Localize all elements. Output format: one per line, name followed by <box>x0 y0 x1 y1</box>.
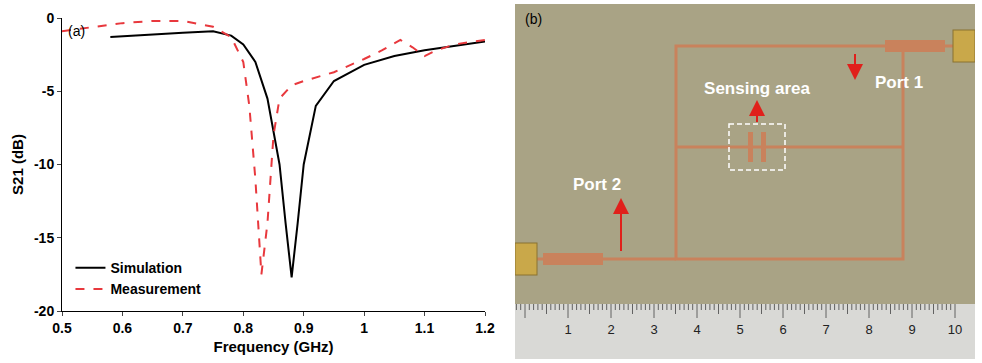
svg-text:0.8: 0.8 <box>234 320 254 336</box>
svg-text:Port 2: Port 2 <box>573 175 621 194</box>
svg-text:S21 (dB): S21 (dB) <box>9 134 26 195</box>
svg-text:8: 8 <box>865 322 872 337</box>
svg-text:(a): (a) <box>68 23 85 39</box>
svg-text:4: 4 <box>693 322 700 337</box>
svg-text:0.7: 0.7 <box>173 320 193 336</box>
svg-text:Port 1: Port 1 <box>875 73 923 92</box>
svg-text:6: 6 <box>779 322 786 337</box>
svg-text:Frequency (GHz): Frequency (GHz) <box>213 338 333 355</box>
svg-text:0: 0 <box>46 10 54 26</box>
svg-text:5: 5 <box>736 322 743 337</box>
svg-text:9: 9 <box>908 322 915 337</box>
svg-text:0.9: 0.9 <box>294 320 314 336</box>
svg-text:Simulation: Simulation <box>110 260 182 276</box>
svg-text:0.6: 0.6 <box>113 320 133 336</box>
svg-text:1: 1 <box>360 320 368 336</box>
svg-text:2: 2 <box>607 322 614 337</box>
svg-text:-15: -15 <box>34 230 54 246</box>
svg-text:1.1: 1.1 <box>415 320 435 336</box>
svg-text:7: 7 <box>822 322 829 337</box>
svg-text:-10: -10 <box>34 156 54 172</box>
svg-text:-20: -20 <box>34 303 54 319</box>
svg-text:0.5: 0.5 <box>52 320 72 336</box>
svg-text:Sensing area: Sensing area <box>704 79 810 98</box>
svg-text:(b): (b) <box>525 11 542 27</box>
svg-text:1.2: 1.2 <box>475 320 495 336</box>
svg-text:10: 10 <box>948 322 962 337</box>
svg-text:3: 3 <box>650 322 657 337</box>
svg-text:Measurement: Measurement <box>110 281 201 297</box>
svg-text:1: 1 <box>564 322 571 337</box>
svg-text:-5: -5 <box>42 83 55 99</box>
